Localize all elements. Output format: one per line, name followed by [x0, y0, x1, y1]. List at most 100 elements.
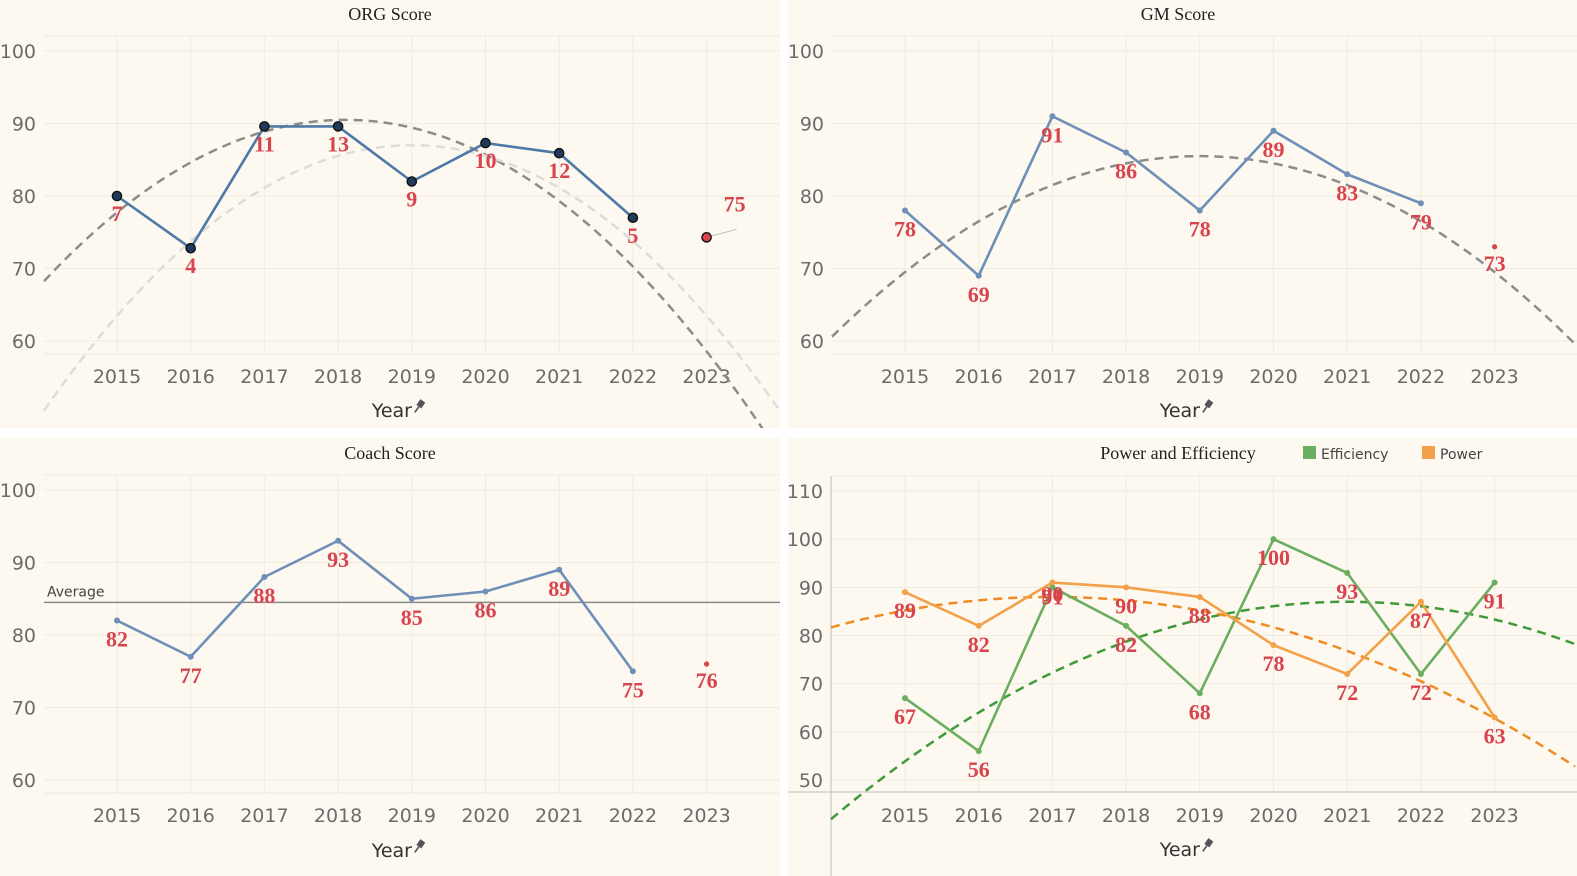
data-label: 85 [401, 605, 423, 630]
power-efficiency-chart: Power and Efficiency Efficiency Power 50 60 7… [788, 438, 1577, 876]
y-tick-label: 90 [799, 577, 823, 599]
x-tick-label: 2021 [1323, 366, 1371, 388]
data-label: 13 [327, 131, 349, 156]
data-label: 88 [1189, 603, 1211, 628]
data-point [1123, 584, 1130, 591]
y-tick-label: 90 [12, 553, 36, 575]
chart-title: ORG Score [348, 4, 432, 24]
data-point [1491, 579, 1498, 586]
data-label: 7 [112, 201, 123, 226]
data-point [406, 176, 418, 187]
data-label: 72 [1336, 680, 1358, 705]
y-tick-label: 50 [799, 770, 823, 792]
x-tick-label: 2019 [388, 805, 436, 827]
data-label: 86 [1115, 159, 1137, 184]
data-point [480, 137, 491, 149]
data-label: 82 [106, 627, 128, 652]
data-point [261, 574, 268, 580]
pin-icon[interactable] [1200, 838, 1214, 853]
series-line [116, 125, 634, 250]
data-label: 77 [180, 663, 202, 688]
data-point [1049, 579, 1056, 586]
data-point [1196, 593, 1203, 600]
data-point [1417, 598, 1424, 605]
forecast-label: 75 [724, 191, 746, 216]
data-point [335, 537, 342, 544]
x-tick-label: 2017 [240, 805, 288, 827]
x-tick-label: 2023 [682, 805, 730, 827]
y-tick-label: 110 [788, 481, 823, 503]
x-tick-label: 2020 [461, 366, 509, 388]
x-tick-label: 2021 [535, 366, 583, 388]
x-tick-label: 2017 [1028, 805, 1076, 827]
data-point [187, 653, 194, 660]
y-tick-label: 100 [0, 480, 36, 502]
data-point [975, 272, 982, 279]
data-label: 93 [327, 547, 349, 572]
data-label: 86 [475, 598, 497, 623]
data-point [553, 147, 565, 159]
data-label: 90 [1041, 581, 1063, 606]
series-line [904, 114, 1422, 278]
x-tick-label: 2015 [93, 366, 141, 388]
data-label: 89 [548, 576, 570, 601]
data-label: 9 [406, 187, 417, 212]
forecast-point [1492, 244, 1498, 250]
x-tick-label: 2022 [609, 366, 657, 388]
data-label: 91 [1041, 122, 1063, 147]
x-tick-label: 2016 [167, 366, 215, 388]
data-point [1417, 671, 1424, 678]
x-tick-label: 2022 [1397, 366, 1445, 388]
y-tick-label: 100 [788, 41, 824, 63]
pin-icon[interactable] [412, 839, 426, 854]
pin-icon[interactable] [412, 399, 426, 414]
x-tick-label: 2021 [535, 805, 583, 827]
org-score-chart: ORG Score 60 70 80 90 100 2015 2016 2017 2018 2019… [0, 0, 780, 428]
y-tick-label: 70 [12, 698, 36, 720]
y-tick-label: 70 [799, 674, 823, 696]
trend-line [830, 600, 1576, 821]
data-label: 10 [475, 148, 497, 173]
legend-label-efficiency: Efficiency [1321, 447, 1388, 463]
data-point [902, 207, 908, 214]
y-tick-label: 90 [800, 114, 824, 136]
data-point [629, 668, 636, 675]
data-label: 91 [1041, 585, 1063, 610]
data-label: 78 [1189, 217, 1211, 242]
data-point [1049, 584, 1056, 591]
data-point [1123, 149, 1130, 156]
data-label: 82 [968, 632, 990, 657]
data-label: 87 [1410, 608, 1432, 633]
x-axis-title: Year [371, 400, 412, 422]
data-point [1270, 536, 1277, 543]
forecast-point [704, 661, 710, 667]
x-tick-label: 2019 [388, 366, 436, 388]
legend-label-power: Power [1440, 447, 1483, 463]
pin-icon[interactable] [1200, 399, 1214, 414]
x-tick-label: 2015 [881, 366, 929, 388]
data-point [408, 595, 415, 602]
data-point [1196, 690, 1203, 697]
gm-score-chart: GM Score 60 70 80 90 100 2015 2016 2017 2018 2019 2… [788, 0, 1577, 428]
data-label: 83 [1336, 180, 1358, 205]
y-tick-label: 60 [799, 722, 823, 744]
trend-line [830, 595, 1576, 768]
data-point [1344, 171, 1351, 178]
data-point [902, 695, 908, 702]
data-label: 72 [1410, 680, 1432, 705]
x-tick-label: 2018 [314, 805, 362, 827]
data-point [627, 212, 639, 224]
x-tick-label: 2019 [1176, 805, 1224, 827]
data-point [1344, 569, 1351, 576]
gm-score-svg: GM Score 60 70 80 90 100 2015 2016 2017 2018 2019 2… [788, 4, 1577, 422]
x-tick-label: 2016 [955, 366, 1003, 388]
data-point [1491, 714, 1498, 721]
y-tick-label: 80 [12, 186, 36, 208]
data-label: 93 [1336, 579, 1358, 604]
x-tick-label: 2021 [1323, 805, 1371, 827]
data-label: 89 [1263, 137, 1285, 162]
data-label: 4 [185, 253, 196, 278]
data-point [975, 748, 982, 755]
forecast-point [701, 232, 712, 243]
data-label: 12 [548, 158, 570, 183]
